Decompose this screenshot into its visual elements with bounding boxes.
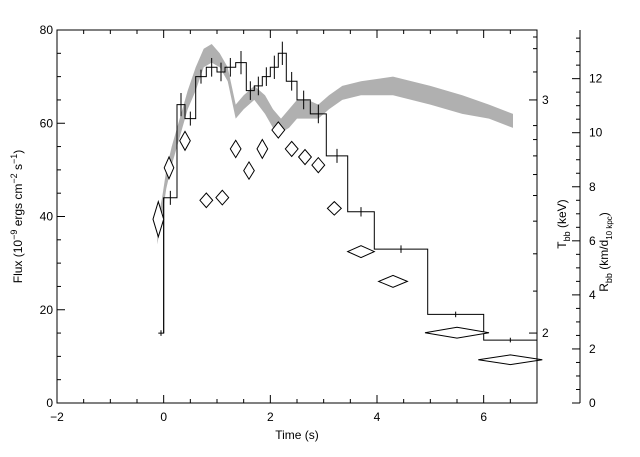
tbb-tick-label: 2	[542, 326, 549, 340]
y-tick-label: 60	[40, 116, 54, 130]
x-tick-label: 0	[160, 410, 167, 424]
radius-diamond	[478, 354, 543, 366]
radius-diamond	[243, 160, 255, 181]
radius-tick-label: 8	[589, 180, 596, 194]
y-tick-label: 0	[46, 396, 53, 410]
radius-diamond	[297, 148, 313, 166]
radius-diamond	[346, 245, 376, 259]
radius-tick-label: 4	[589, 288, 596, 302]
radius-diamond	[199, 192, 214, 209]
radius-diamond	[229, 139, 242, 159]
y-tick-label: 20	[40, 303, 54, 317]
radius-diamond	[179, 130, 191, 152]
tbb-tick-label: 3	[542, 93, 549, 107]
radius-diamond-layer	[152, 121, 543, 366]
radius-tick-label: 10	[589, 126, 603, 140]
radius-diamond	[377, 274, 409, 288]
y-tick-label: 80	[40, 23, 54, 37]
radius-diamond	[152, 199, 165, 239]
radius-diamond	[424, 326, 490, 339]
y-axis-label-flux: Flux (10−9 ergs cm−2 s−1)	[9, 150, 25, 284]
radius-tick-label: 6	[589, 234, 596, 248]
y-tick-label: 40	[40, 210, 54, 224]
radius-tick-label: 2	[589, 342, 596, 356]
radius-diamond	[311, 156, 326, 174]
flux-histogram-layer	[158, 41, 537, 343]
temperature-band	[157, 44, 514, 245]
radius-diamond	[215, 189, 230, 206]
x-tick-label: 2	[267, 410, 274, 424]
y-axis-label-radius: Rbb (km/d10 kpc)	[597, 212, 614, 292]
temperature-band-layer	[157, 44, 514, 245]
x-tick-label: −2	[50, 410, 64, 424]
radius-diamond	[163, 155, 175, 180]
radius-tick-label: 0	[589, 396, 596, 410]
radius-diamond	[256, 138, 269, 160]
radius-diamond	[284, 140, 299, 158]
flux-histogram-line	[158, 52, 537, 341]
x-tick-label: 4	[374, 410, 381, 424]
x-axis-label: Time (s)	[275, 428, 319, 442]
y-axis-label-temperature: Tbb (keV)	[555, 199, 572, 248]
radius-diamond	[326, 200, 343, 216]
x-tick-label: 6	[480, 410, 487, 424]
radius-diamond	[271, 121, 286, 139]
radius-tick-label: 12	[589, 72, 603, 86]
